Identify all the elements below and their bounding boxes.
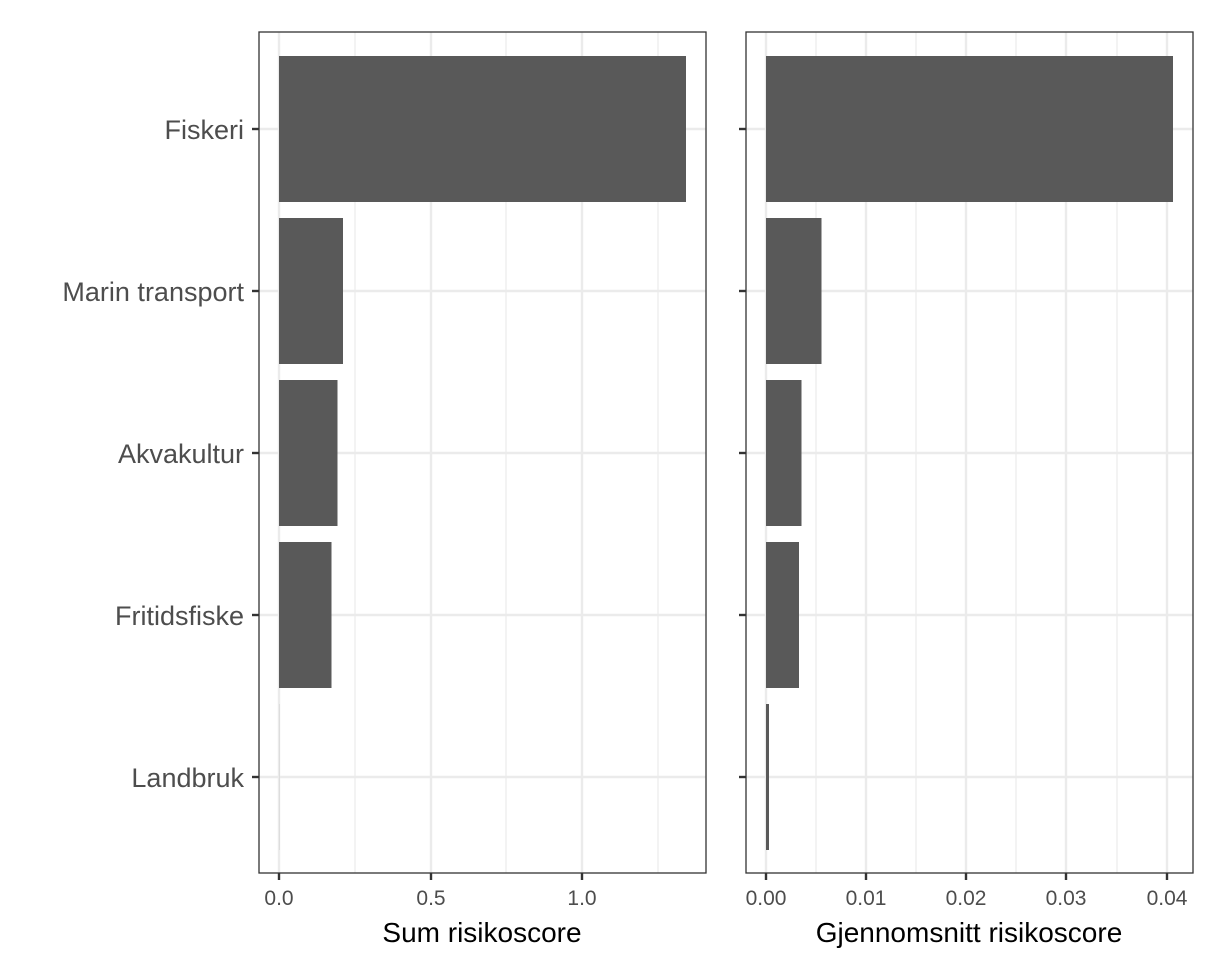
right-x-tick-label: 0.03 xyxy=(1046,887,1087,910)
right-x-tick-label: 0.00 xyxy=(746,887,787,910)
category-label-marin-transport: Marin transport xyxy=(62,277,244,307)
right-x-tick-label: 0.02 xyxy=(946,887,987,910)
bar-fritidsfiske-sum xyxy=(279,542,332,688)
category-label-landbruk: Landbruk xyxy=(131,763,244,793)
right-x-tick-label: 0.04 xyxy=(1147,887,1188,910)
bar-landbruk-sum xyxy=(279,704,280,850)
bar-fritidsfiske-mean xyxy=(766,542,799,688)
bar-akvakultur-sum xyxy=(279,380,338,526)
left-x-axis-title: Sum risikoscore xyxy=(382,917,581,948)
category-label-akvakultur: Akvakultur xyxy=(118,439,244,469)
bar-fiskeri-mean xyxy=(766,56,1173,202)
bar-fiskeri-sum xyxy=(279,56,686,202)
bar-marin-transport-mean xyxy=(766,218,822,364)
right-x-axis-title: Gjennomsnitt risikoscore xyxy=(816,917,1123,948)
left-panel: Fiskeri Marin transport Akvakultur Friti… xyxy=(62,31,707,948)
left-x-tick-label: 0.5 xyxy=(416,887,445,910)
left-x-tick-label: 1.0 xyxy=(567,887,596,910)
right-x-tick-label: 0.01 xyxy=(846,887,887,910)
category-label-fritidsfiske: Fritidsfiske xyxy=(115,601,244,631)
bar-landbruk-mean xyxy=(766,704,769,850)
right-panel: 0.00 0.01 0.02 0.03 0.04 Gjennomsnitt ri… xyxy=(739,31,1194,948)
bar-marin-transport-sum xyxy=(279,218,343,364)
bar-akvakultur-mean xyxy=(766,380,802,526)
category-label-fiskeri: Fiskeri xyxy=(165,115,245,145)
left-x-tick-label: 0.0 xyxy=(264,887,293,910)
